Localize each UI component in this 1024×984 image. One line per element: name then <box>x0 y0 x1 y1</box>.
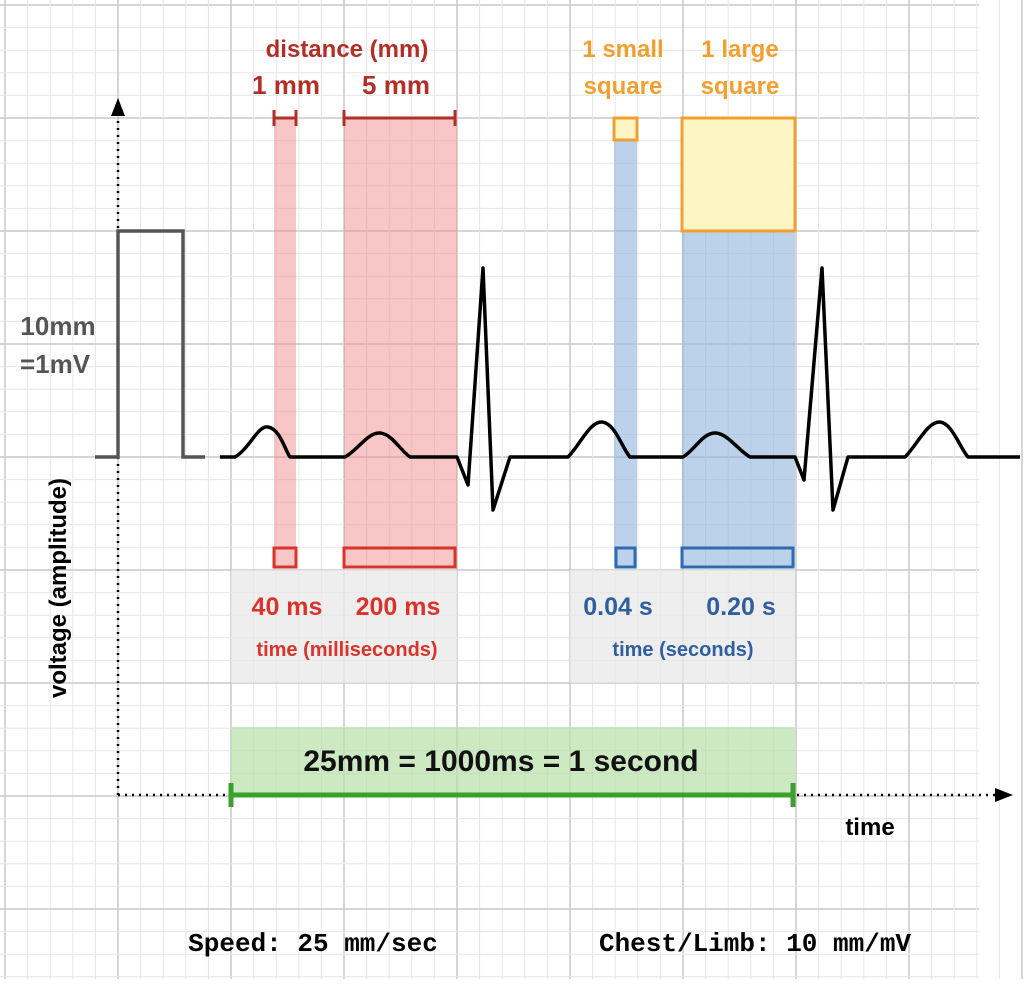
brackets <box>272 110 457 126</box>
speed-label: Speed: 25 mm/sec <box>188 929 438 959</box>
equation: 25mm = 1000ms = 1 second <box>303 745 698 778</box>
equation-panel <box>231 727 795 795</box>
s-box <box>614 546 637 569</box>
large-square-shade <box>344 118 457 567</box>
ms-box <box>272 546 298 569</box>
square-label: square <box>584 73 663 100</box>
x-arrow <box>995 788 1013 802</box>
small-square <box>612 116 639 142</box>
s-box <box>680 546 795 569</box>
ecg-trace <box>220 266 1020 512</box>
ms-value: 40 ms <box>252 593 323 621</box>
small-square-shade <box>274 118 296 567</box>
calibration-label: =1mV <box>20 349 91 379</box>
large-square-shade <box>682 231 795 567</box>
label-panel <box>570 570 795 683</box>
mm-label: 1 mm <box>252 70 320 100</box>
calibration-label: 10mm <box>20 311 95 341</box>
calibration-pulse <box>95 229 205 459</box>
ms-box <box>342 546 457 569</box>
small-square-shade <box>614 140 637 567</box>
y-axis-label: voltage (amplitude) <box>45 478 72 698</box>
square-label: 1 small <box>582 36 663 63</box>
ms-unit: time (milliseconds) <box>256 639 437 661</box>
x-axis-label: time <box>845 814 894 841</box>
s-unit: time (seconds) <box>612 639 753 661</box>
gain-label: Chest/Limb: 10 mm/mV <box>599 929 911 959</box>
ms-value: 200 ms <box>356 593 441 621</box>
large-square <box>680 116 797 233</box>
label-panel <box>231 570 457 683</box>
s-value: 0.20 s <box>706 593 776 621</box>
mm-label: 5 mm <box>362 70 430 100</box>
second-line <box>228 783 796 807</box>
s-value: 0.04 s <box>583 593 653 621</box>
y-arrow <box>111 98 125 116</box>
square-label: 1 large <box>701 36 778 63</box>
square-label: square <box>701 73 780 100</box>
distance-label: distance (mm) <box>266 36 429 63</box>
